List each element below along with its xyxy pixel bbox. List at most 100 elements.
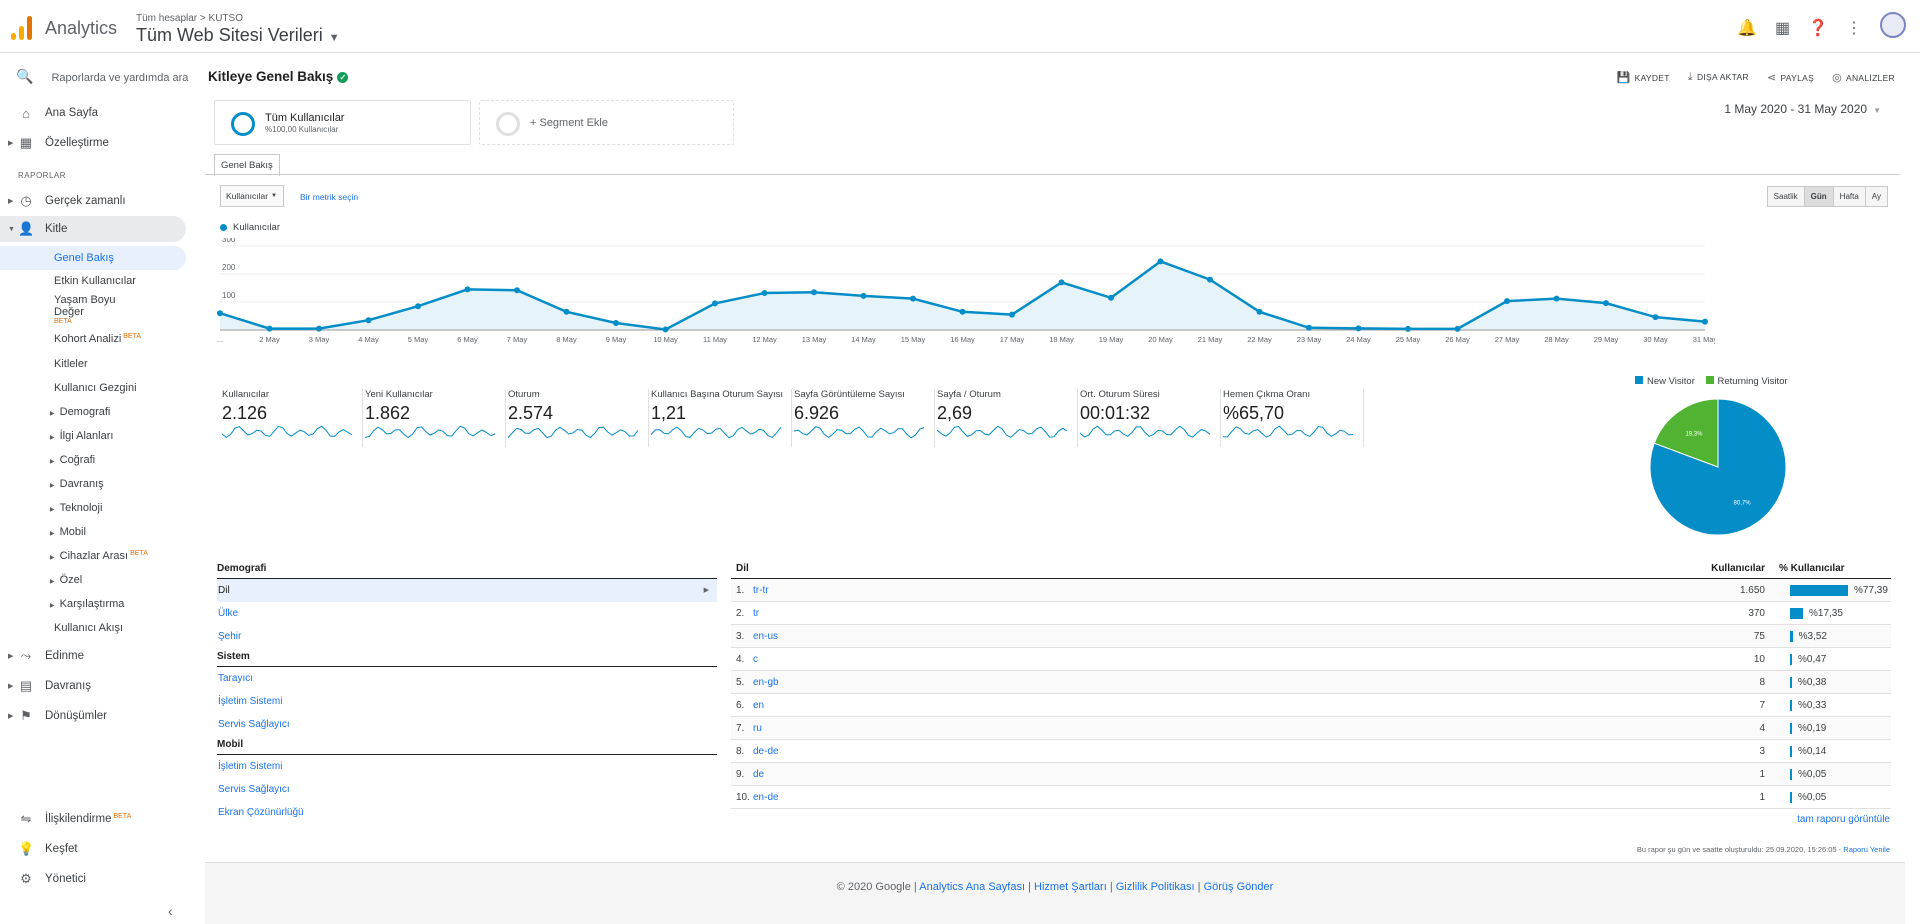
property-selector[interactable]: Tüm Web Sitesi Verileri ▼ <box>136 25 340 46</box>
data-point[interactable] <box>1702 318 1708 325</box>
data-point[interactable] <box>1355 325 1362 332</box>
language-link[interactable]: ru <box>753 723 762 734</box>
data-point[interactable] <box>563 308 570 315</box>
granularity-hourly[interactable]: Saatlik <box>1766 186 1805 207</box>
save-button[interactable]: 💾 KAYDET <box>1617 71 1670 84</box>
data-point[interactable] <box>1504 298 1510 305</box>
analytics-logo-icon[interactable] <box>10 16 34 40</box>
mobile-item-resolution[interactable]: Ekran Çözünürlüğü <box>218 807 304 818</box>
sidebar-item-conversions[interactable]: ▶ ⚑ Dönüşümler <box>0 703 186 729</box>
system-item-provider[interactable]: Servis Sağlayıcı <box>218 719 290 730</box>
search-box[interactable]: 🔍 Raporlarda ve yardımda ara <box>16 68 188 85</box>
footer-link-home[interactable]: Analytics Ana Sayfası <box>919 881 1026 893</box>
data-point[interactable] <box>1157 258 1164 265</box>
sidebar-item-acquisition[interactable]: ▶ ⤳ Edinme <box>0 643 186 669</box>
pie-slice[interactable] <box>1653 398 1719 468</box>
data-point[interactable] <box>1553 295 1560 302</box>
insights-button[interactable]: ◎ ANALİZLER <box>1832 71 1895 84</box>
data-point[interactable] <box>712 300 718 307</box>
metric-select[interactable]: Kullanıcılar ▼ <box>220 185 284 207</box>
collapse-sidebar-icon[interactable]: ‹ <box>168 903 173 919</box>
metric-card[interactable]: Ort. Oturum Süresi 00:01:32 <box>1078 389 1221 447</box>
refresh-report-link[interactable]: Raporu Yenile <box>1843 845 1890 854</box>
data-point[interactable] <box>217 310 223 317</box>
language-link[interactable]: en-de <box>753 792 779 803</box>
metric-card[interactable]: Kullanıcı Başına Oturum Sayısı 1,21 <box>649 389 792 447</box>
bell-icon[interactable]: 🔔 <box>1737 19 1757 37</box>
data-point[interactable] <box>910 295 916 302</box>
sidebar-item-discover[interactable]: 💡 Keşfet <box>0 836 186 862</box>
data-point[interactable] <box>662 326 669 333</box>
sidebar-item-overview[interactable]: Genel Bakış <box>0 246 186 270</box>
sidebar-item-technology[interactable]: ▶ Teknoloji <box>50 502 102 514</box>
data-point[interactable] <box>811 289 817 296</box>
sidebar-item-mobile[interactable]: ▶ Mobil <box>50 526 86 538</box>
data-point[interactable] <box>266 325 273 332</box>
help-icon[interactable]: ❓ <box>1808 19 1828 37</box>
metric-card[interactable]: Yeni Kullanıcılar 1.862 <box>363 389 506 447</box>
sidebar-item-audience[interactable]: ▼ 👤 Kitle <box>0 216 186 242</box>
language-link[interactable]: c <box>753 654 758 665</box>
metric-card[interactable]: Hemen Çıkma Oranı %65,70 <box>1221 389 1364 447</box>
data-point[interactable] <box>1652 314 1659 321</box>
sidebar-item-behavior[interactable]: ▶ ▤ Davranış <box>0 673 186 699</box>
data-point[interactable] <box>1108 294 1114 301</box>
segment-all-users[interactable]: Tüm Kullanıcılar %100,00 Kullanıcılar <box>214 100 471 145</box>
sidebar-item-behavior-sub[interactable]: ▶ Davranış <box>50 478 104 490</box>
data-point[interactable] <box>415 303 421 310</box>
language-link[interactable]: en <box>753 700 765 711</box>
breadcrumb[interactable]: Tüm hesaplar > KUTSO <box>136 13 243 24</box>
mobile-item-provider[interactable]: Servis Sağlayıcı <box>218 784 290 795</box>
system-item-browser[interactable]: Tarayıcı <box>218 673 254 684</box>
data-point[interactable] <box>1306 324 1312 331</box>
add-segment-button[interactable]: + Segment Ekle <box>479 100 734 145</box>
demo-item-city[interactable]: Şehir <box>218 631 242 642</box>
data-point[interactable] <box>365 317 372 324</box>
data-point[interactable] <box>761 290 768 297</box>
data-point[interactable] <box>959 308 966 315</box>
date-range-picker[interactable]: 1 May 2020 - 31 May 2020 ▼ <box>1724 102 1881 116</box>
avatar[interactable] <box>1880 12 1906 38</box>
share-button[interactable]: ⋖ PAYLAŞ <box>1767 71 1814 84</box>
sidebar-item-customization[interactable]: ▶ ▦ Özelleştirme <box>0 130 186 156</box>
data-point[interactable] <box>1454 325 1461 332</box>
data-point[interactable] <box>613 320 619 326</box>
granularity-month[interactable]: Ay <box>1864 186 1888 207</box>
language-link[interactable]: tr-tr <box>753 585 769 596</box>
sidebar-item-cohort[interactable]: Kohort Analizi BETA <box>54 333 141 345</box>
data-point[interactable] <box>1405 325 1411 332</box>
brand-name[interactable]: Analytics <box>45 18 118 38</box>
footer-link-feedback[interactable]: Görüş Gönder <box>1203 881 1274 893</box>
data-point[interactable] <box>1256 308 1263 315</box>
metric-card[interactable]: Oturum 2.574 <box>506 389 649 447</box>
granularity-day[interactable]: Gün <box>1803 186 1834 207</box>
export-button[interactable]: ⤓ DIŞA AKTAR <box>1688 71 1749 84</box>
sidebar-item-admin[interactable]: ⚙ Yönetici <box>0 866 186 892</box>
metric-card[interactable]: Sayfa / Oturum 2,69 <box>935 389 1078 447</box>
more-vert-icon[interactable]: ⋮ <box>1846 19 1862 37</box>
sidebar-item-interests[interactable]: ▶ İlgi Alanları <box>50 430 113 442</box>
data-point[interactable] <box>316 325 322 332</box>
sidebar-item-custom[interactable]: ▶ Özel <box>50 574 82 586</box>
tab-overview[interactable]: Genel Bakış <box>214 154 280 176</box>
sidebar-item-audiences[interactable]: Kitleler <box>54 358 88 370</box>
data-point[interactable] <box>1603 300 1609 307</box>
sidebar-item-users-flow[interactable]: Kullanıcı Akışı <box>54 622 124 634</box>
sidebar-item-demographics[interactable]: ▶ Demografi <box>50 406 110 418</box>
data-point[interactable] <box>860 292 867 299</box>
demo-item-language[interactable]: Dil ▶ <box>217 579 717 602</box>
language-link[interactable]: en-gb <box>753 677 779 688</box>
choose-metric-link[interactable]: Bir metrik seçin <box>300 192 359 202</box>
sidebar-item-user-explorer[interactable]: Kullanıcı Gezgini <box>54 382 137 394</box>
data-point[interactable] <box>464 286 471 293</box>
demo-item-country[interactable]: Ülke <box>218 608 239 619</box>
data-point[interactable] <box>514 287 520 294</box>
data-point[interactable] <box>1009 311 1015 318</box>
sidebar-item-geo[interactable]: ▶ Coğrafi <box>50 454 95 466</box>
granularity-week[interactable]: Hafta <box>1832 186 1866 207</box>
metric-card[interactable]: Sayfa Görüntüleme Sayısı 6.926 <box>792 389 935 447</box>
sidebar-item-cross-device[interactable]: ▶ Cihazlar Arası BETA <box>50 550 148 562</box>
language-link[interactable]: en-us <box>753 631 779 642</box>
data-point[interactable] <box>1058 279 1065 286</box>
mobile-item-os[interactable]: İşletim Sistemi <box>218 761 283 772</box>
